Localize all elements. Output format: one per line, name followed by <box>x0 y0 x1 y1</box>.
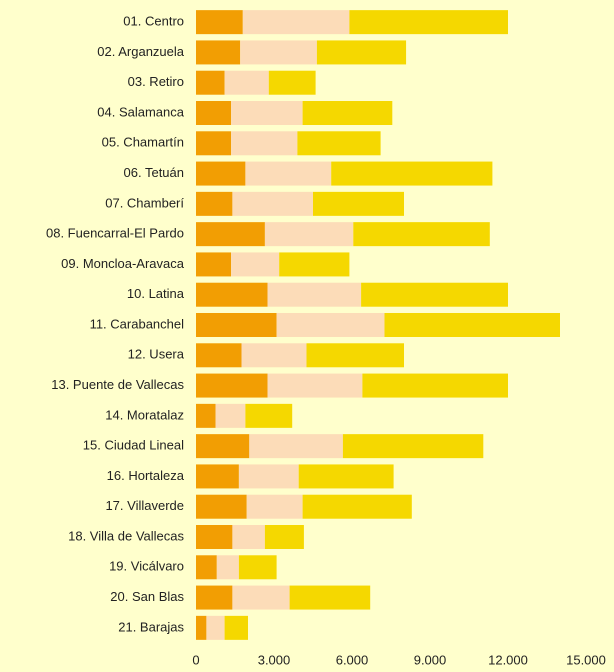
bar-segment <box>349 10 508 35</box>
bar-segment <box>298 464 394 489</box>
category-label: 14. Moratalaz <box>105 407 184 422</box>
bar-segment <box>196 252 232 277</box>
bar-segment <box>242 10 350 35</box>
bar-segment <box>224 70 269 95</box>
bar-segment <box>384 313 560 337</box>
category-label: 08. Fuencarral-El Pardo <box>46 226 184 241</box>
bar-segment <box>362 373 508 398</box>
x-tick-label: 9.000 <box>414 652 447 667</box>
bar-segment <box>264 222 354 247</box>
bar-segment <box>206 615 225 640</box>
bar-segment <box>232 191 313 216</box>
bar-segment <box>196 40 241 65</box>
bar-segment <box>302 494 412 519</box>
bar-segment <box>306 343 404 368</box>
bar-segment <box>313 191 404 216</box>
category-label: 05. Chamartín <box>102 135 184 150</box>
bar-segment <box>264 525 304 549</box>
bar-segment <box>231 131 298 156</box>
bar-segment <box>231 101 303 125</box>
category-label: 04. Salamanca <box>97 104 184 119</box>
bar-segment <box>297 131 381 156</box>
bar-segment <box>240 40 317 65</box>
bar-segment <box>267 282 362 307</box>
bar-segment <box>245 161 332 186</box>
category-label: 21. Barajas <box>118 619 184 634</box>
category-label: 13. Puente de Vallecas <box>51 377 184 392</box>
bar-segment <box>245 403 293 428</box>
category-label: 07. Chamberí <box>105 195 184 210</box>
bar-segment <box>196 131 232 156</box>
bar-segment <box>196 343 242 368</box>
bar-segment <box>246 494 303 519</box>
x-tick-label: 6.000 <box>336 652 369 667</box>
bar-segment <box>196 70 225 95</box>
category-label: 03. Retiro <box>128 74 184 89</box>
category-label: 20. San Blas <box>110 589 184 604</box>
x-tick-label: 15.000 <box>566 652 606 667</box>
category-label: 09. Moncloa-Aravaca <box>61 256 185 271</box>
bar-segment <box>331 161 493 186</box>
bar-segment <box>353 222 490 247</box>
bar-segment <box>196 615 207 640</box>
bar-segment <box>238 464 299 489</box>
category-label: 15. Ciudad Lineal <box>83 438 184 453</box>
category-label: 18. Villa de Vallecas <box>68 528 184 543</box>
bar-segment <box>302 101 393 125</box>
bar-segment <box>238 555 277 580</box>
bar-segment <box>267 373 363 398</box>
bar-segment <box>196 373 268 398</box>
category-label: 11. Carabanchel <box>90 316 185 331</box>
x-tick-label: 3.000 <box>258 652 291 667</box>
bar-segment <box>196 10 243 35</box>
bar-segment <box>216 555 239 580</box>
category-label: 19. Vicálvaro <box>109 559 184 574</box>
bar-segment <box>276 313 385 337</box>
bar-segment <box>232 585 290 610</box>
x-tick-label: 0 <box>192 652 199 667</box>
bar-segment <box>196 313 277 337</box>
bar-segment <box>316 40 407 65</box>
category-label: 12. Usera <box>128 347 185 362</box>
bar-segment <box>249 434 343 459</box>
bar-segment <box>289 585 371 610</box>
bar-segment <box>231 252 280 277</box>
bar-segment <box>241 343 307 368</box>
bar-segment <box>196 585 233 610</box>
bar-segment <box>196 525 233 549</box>
category-label: 17. Villaverde <box>105 498 184 513</box>
bar-segment <box>196 434 250 459</box>
bar-segment <box>215 403 246 428</box>
bar-segment <box>196 464 239 489</box>
bar-segment <box>268 70 316 95</box>
category-label: 10. Latina <box>127 286 185 301</box>
category-label: 06. Tetuán <box>124 165 184 180</box>
bar-segment <box>196 191 233 216</box>
bar-segment <box>196 282 268 307</box>
category-label: 16. Hortaleza <box>107 468 185 483</box>
bar-segment <box>279 252 350 277</box>
bar-segment <box>196 494 247 519</box>
bar-segment <box>196 403 216 428</box>
category-label: 02. Arganzuela <box>97 44 185 59</box>
bar-segment <box>361 282 508 307</box>
bar-segment <box>224 615 248 640</box>
bar-segment <box>196 222 265 247</box>
bar-segment <box>232 525 265 549</box>
bar-segment <box>196 555 217 580</box>
x-tick-label: 12.000 <box>488 652 528 667</box>
bar-segment <box>196 161 246 186</box>
bar-segment <box>342 434 484 459</box>
category-label: 01. Centro <box>123 14 184 29</box>
bar-segment <box>196 101 232 125</box>
